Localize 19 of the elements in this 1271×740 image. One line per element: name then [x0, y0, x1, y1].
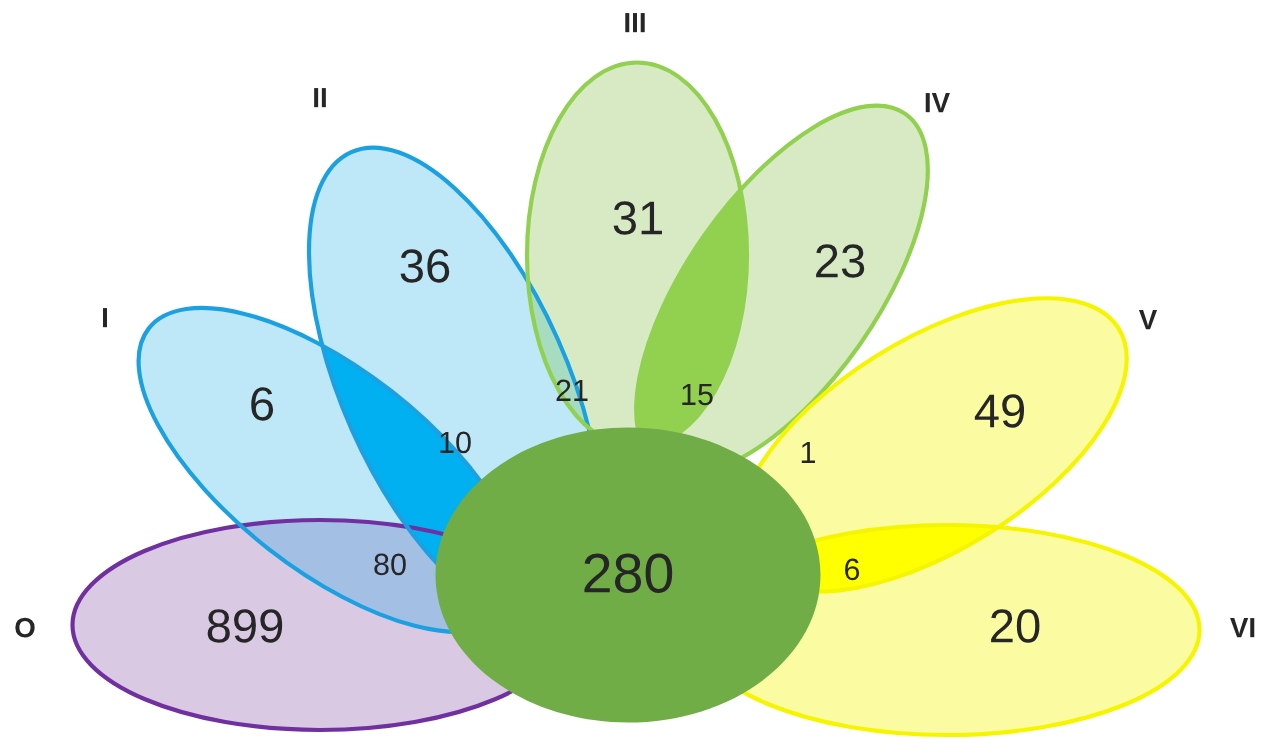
- data-label: 49: [974, 394, 1025, 428]
- data-label: 23: [816, 244, 865, 278]
- category-label: IV: [925, 93, 950, 113]
- data-label: 36: [400, 249, 450, 283]
- category-label: II: [314, 88, 326, 108]
- category-label: O: [15, 617, 35, 638]
- data-label: 6: [845, 558, 860, 581]
- category-label: VI: [1230, 618, 1255, 638]
- data-label: 31: [613, 201, 662, 235]
- data-label: 20: [991, 609, 1040, 643]
- text: 280: [584, 553, 673, 593]
- category-label: V: [1138, 310, 1158, 330]
- data-label: 15: [682, 383, 713, 406]
- category-label: I: [103, 308, 107, 328]
- data-label: 6: [251, 387, 274, 421]
- category-label: III: [625, 13, 645, 33]
- data-label: 80: [374, 553, 406, 576]
- data-label: 899: [207, 609, 283, 643]
- data-label: 1: [801, 441, 816, 463]
